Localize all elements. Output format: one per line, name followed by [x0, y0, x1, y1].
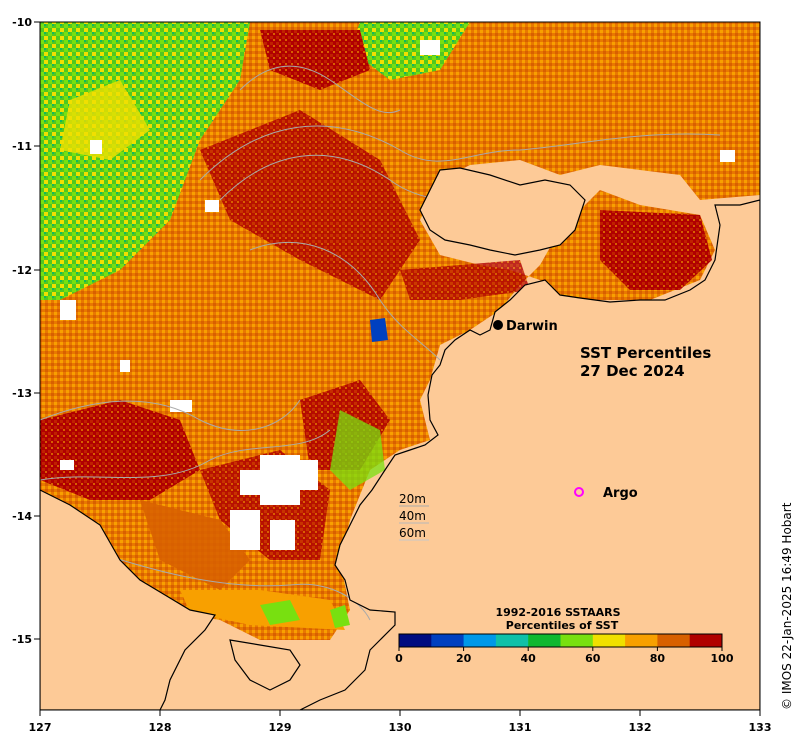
colorbar-swatch — [625, 634, 658, 647]
depth-legend-60m: 60m — [399, 526, 426, 540]
map-title-line1: SST Percentiles — [580, 344, 711, 362]
copyright-credit: © IMOS 22-Jan-2025 16:49 Hobart — [780, 502, 794, 710]
colorbar-tick-label: 60 — [585, 652, 601, 665]
colorbar-swatches — [399, 634, 723, 647]
colorbar-tick-label: 100 — [711, 652, 734, 665]
x-tick-label: 132 — [629, 721, 652, 734]
colorbar-ticks: 0 20 40 60 80 100 — [395, 647, 734, 665]
darwin-marker-icon — [493, 320, 503, 330]
y-tick-label: -10 — [12, 16, 32, 29]
colorbar: 1992-2016 SSTAARS Percentiles of SST 0 20… — [395, 606, 734, 665]
x-tick-label: 129 — [269, 721, 292, 734]
x-tick-label: 127 — [29, 721, 52, 734]
colorbar-swatch — [657, 634, 691, 647]
colorbar-tick-label: 20 — [456, 652, 472, 665]
colorbar-swatch — [528, 634, 561, 647]
x-tick-label: 130 — [389, 721, 412, 734]
colorbar-swatch — [689, 634, 723, 647]
depth-legend-40m: 40m — [399, 509, 426, 523]
coastline — [40, 167, 760, 710]
y-tick-label: -12 — [12, 264, 32, 277]
y-tick-label: -11 — [12, 140, 32, 153]
colorbar-swatch — [592, 634, 626, 647]
x-tick-label: 131 — [509, 721, 532, 734]
x-tick-label: 128 — [149, 721, 172, 734]
colorbar-swatch — [495, 634, 529, 647]
colorbar-swatch — [399, 634, 432, 647]
darwin-label: Darwin — [506, 319, 558, 334]
colorbar-tick-label: 40 — [521, 652, 537, 665]
colorbar-swatch — [463, 634, 497, 647]
map-title-line2: 27 Dec 2024 — [580, 362, 685, 380]
depth-legend: 20m 40m 60m — [399, 492, 429, 541]
y-axis: -10 -11 -12 -13 -14 -15 — [12, 16, 40, 646]
colorbar-frame — [398, 633, 723, 648]
colorbar-tick-label: 80 — [650, 652, 666, 665]
y-tick-label: -13 — [12, 387, 32, 400]
argo-label: Argo — [603, 486, 638, 501]
y-tick-label: -15 — [12, 633, 32, 646]
depth-legend-20m: 20m — [399, 492, 426, 506]
colorbar-swatch — [560, 634, 594, 647]
x-tick-label: 133 — [749, 721, 772, 734]
colorbar-tick-label: 0 — [395, 652, 403, 665]
no-data-gaps — [60, 40, 735, 550]
colorbar-swatch — [431, 634, 465, 647]
sst-ocean-field — [40, 22, 760, 640]
colorbar-title-line1: 1992-2016 SSTAARS — [495, 606, 620, 619]
x-axis: 127 128 129 130 131 132 133 — [29, 710, 772, 734]
map-plot-area — [40, 22, 760, 710]
y-tick-label: -14 — [12, 510, 32, 523]
colorbar-title-line2: Percentiles of SST — [506, 619, 619, 632]
argo-marker-icon — [574, 487, 584, 497]
